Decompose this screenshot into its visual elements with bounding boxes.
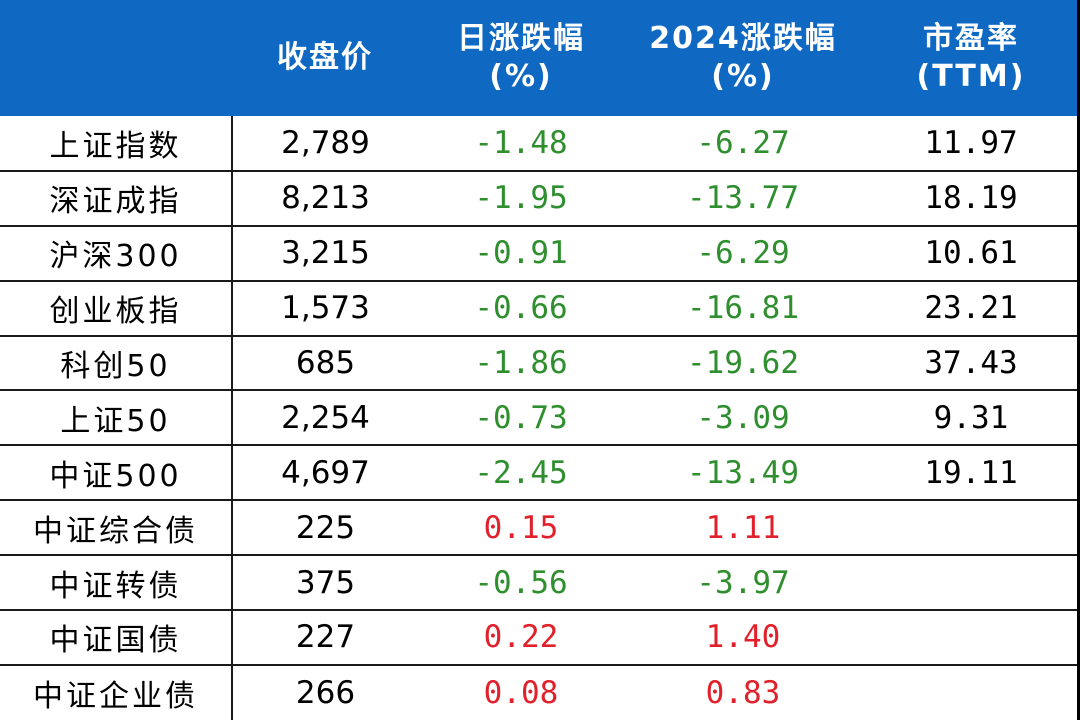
row-daily-change-cell: -1.95 bbox=[418, 170, 624, 227]
row-daily-change-cell: 0.15 bbox=[418, 500, 624, 557]
row-ytd-change-cell: -6.29 bbox=[624, 225, 862, 282]
row-ytd-change-cell: -19.62 bbox=[624, 335, 862, 392]
row-name-cell: 上证50 bbox=[0, 390, 233, 447]
row-pe-cell: 18.19 bbox=[862, 170, 1080, 227]
table-row: 沪深300 3,215 -0.91 -6.29 10.61 bbox=[0, 225, 1080, 282]
table-row: 中证国债 227 0.22 1.40 bbox=[0, 610, 1080, 666]
row-name-cell: 中证综合债 bbox=[0, 500, 233, 557]
row-daily-change-cell: -0.91 bbox=[418, 225, 624, 282]
row-ytd-change-cell: -3.09 bbox=[624, 390, 862, 447]
right-edge-border bbox=[1077, 0, 1080, 720]
table-header: 收盘价 日涨跌幅 (%) 2024涨跌幅 (%) 市盈率 (TTM) bbox=[0, 0, 1080, 116]
row-name-cell: 中证企业债 bbox=[0, 664, 233, 720]
table-row: 中证综合债 225 0.15 1.11 bbox=[0, 500, 1080, 557]
table-row: 深证成指 8,213 -1.95 -13.77 18.19 bbox=[0, 170, 1080, 227]
table-row: 科创50 685 -1.86 -19.62 37.43 bbox=[0, 335, 1080, 392]
header-pe-unit: (TTM) bbox=[916, 59, 1026, 94]
row-close-cell: 227 bbox=[232, 610, 418, 666]
row-daily-change-cell: -1.48 bbox=[418, 116, 624, 172]
row-daily-change-cell: -0.73 bbox=[418, 390, 624, 447]
header-ytd-change-unit: (%) bbox=[711, 59, 775, 94]
row-close-cell: 1,573 bbox=[232, 280, 418, 337]
row-close-cell: 4,697 bbox=[232, 445, 418, 502]
header-daily-change: 日涨跌幅 (%) bbox=[418, 0, 624, 116]
row-ytd-change-cell: -13.49 bbox=[624, 445, 862, 502]
row-ytd-change-cell: 0.83 bbox=[705, 674, 781, 711]
row-name-cell: 中证转债 bbox=[0, 555, 233, 612]
table-row: 中证企业债 266 0.08 0.83 bbox=[0, 664, 1080, 720]
row-pe-cell: 37.43 bbox=[862, 335, 1080, 392]
header-pe: 市盈率 (TTM) bbox=[862, 0, 1080, 116]
row-pe-cell: 9.31 bbox=[862, 390, 1080, 447]
row-pe-cell bbox=[862, 500, 1080, 557]
row-daily-change-cell: 0.22 bbox=[418, 610, 624, 666]
row-daily-change-cell: -2.45 bbox=[418, 445, 624, 502]
table-row: 上证指数 2,789 -1.48 -6.27 11.97 bbox=[0, 116, 1080, 172]
row-name-cell: 上证指数 bbox=[0, 116, 233, 172]
row-close-cell: 225 bbox=[232, 500, 418, 557]
header-daily-change-unit: (%) bbox=[489, 59, 553, 94]
row-name-cell: 中证500 bbox=[0, 445, 233, 502]
row-ytd-change-cell: 1.11 bbox=[624, 500, 862, 557]
row-pe-cell: 23.21 bbox=[862, 280, 1080, 337]
row-daily-change-cell: -1.86 bbox=[418, 335, 624, 392]
row-name-cell: 创业板指 bbox=[0, 280, 233, 337]
header-row: 收盘价 日涨跌幅 (%) 2024涨跌幅 (%) 市盈率 (TTM) bbox=[0, 0, 1080, 116]
table-row: 创业板指 1,573 -0.66 -16.81 23.21 bbox=[0, 280, 1080, 337]
header-name bbox=[0, 0, 232, 116]
header-close: 收盘价 bbox=[232, 0, 418, 116]
row-daily-change-cell: -0.56 bbox=[418, 555, 624, 612]
table-row: 中证转债 375 -0.56 -3.97 bbox=[0, 555, 1080, 612]
header-ytd-change: 2024涨跌幅 (%) bbox=[624, 0, 862, 116]
table-body: 上证指数 2,789 -1.48 -6.27 11.97 深证成指 8,213 -1.95 -1… bbox=[0, 116, 1080, 720]
header-pe-title: 市盈率 bbox=[923, 21, 1019, 56]
row-close-cell: 266 bbox=[295, 674, 356, 711]
table-row: 中证500 4,697 -2.45 -13.49 19.11 bbox=[0, 445, 1080, 502]
row-name-cell: 中证国债 bbox=[0, 610, 233, 666]
row-daily-change-cell: 0.08 bbox=[483, 674, 559, 711]
row-close-cell: 2,789 bbox=[232, 116, 418, 172]
row-pe-cell bbox=[862, 555, 1080, 612]
header-daily-change-title: 日涨跌幅 bbox=[457, 21, 585, 56]
row-ytd-change-cell: -3.97 bbox=[624, 555, 862, 612]
row-name-cell: 科创50 bbox=[0, 335, 233, 392]
table-row: 上证50 2,254 -0.73 -3.09 9.31 bbox=[0, 390, 1080, 447]
header-ytd-change-title: 2024涨跌幅 bbox=[649, 21, 837, 56]
row-close-cell: 685 bbox=[232, 335, 418, 392]
row-ytd-change-cell: -16.81 bbox=[624, 280, 862, 337]
row-daily-change-cell: -0.66 bbox=[418, 280, 624, 337]
row-pe-cell: 11.97 bbox=[862, 116, 1080, 172]
row-ytd-change-cell: 1.40 bbox=[624, 610, 862, 666]
row-pe-cell: 10.61 bbox=[862, 225, 1080, 282]
row-pe-cell: 19.11 bbox=[862, 445, 1080, 502]
row-pe-cell bbox=[862, 665, 1080, 720]
row-close-cell: 375 bbox=[232, 555, 418, 612]
row-name-cell: 沪深300 bbox=[0, 225, 233, 282]
row-name-cell: 深证成指 bbox=[0, 170, 233, 227]
row-pe-cell bbox=[862, 610, 1080, 666]
row-close-cell: 8,213 bbox=[232, 170, 418, 227]
row-close-cell: 2,254 bbox=[232, 390, 418, 447]
row-close-cell: 3,215 bbox=[232, 225, 418, 282]
row-ytd-change-cell: -13.77 bbox=[624, 170, 862, 227]
row-ytd-change-cell: -6.27 bbox=[624, 116, 862, 172]
